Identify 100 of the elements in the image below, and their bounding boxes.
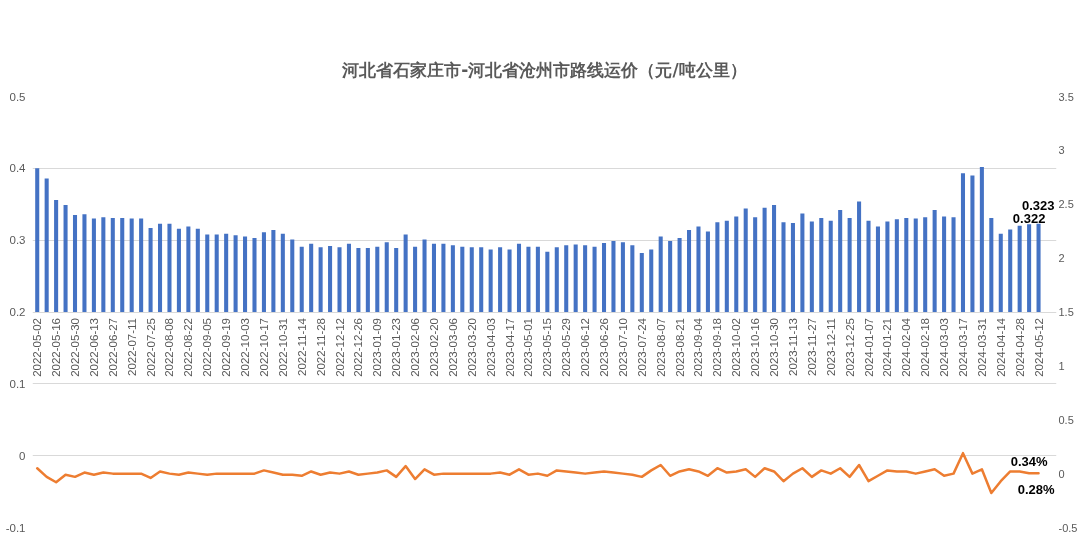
y2-tick-label: 3.5 (1058, 90, 1074, 103)
bar (668, 240, 673, 312)
bar (564, 245, 569, 312)
x-tick-label: 2022-05-30 (69, 318, 82, 377)
bar (790, 222, 795, 312)
x-tick-label: 2022-11-28 (314, 317, 327, 376)
x-tick-label: 2022-05-16 (50, 318, 63, 377)
x-tick-label: 2024-01-21 (881, 318, 894, 377)
bar (224, 233, 229, 312)
x-tick-label: 2022-11-14 (295, 317, 308, 376)
x-tick-label: 2024-04-28 (1013, 318, 1026, 377)
bar (176, 228, 181, 312)
bar (545, 251, 550, 312)
bar (337, 247, 342, 312)
bar (809, 221, 814, 312)
bar (299, 246, 304, 312)
bar (639, 253, 644, 312)
bar (120, 217, 125, 312)
y-tick-label: 0 (19, 449, 26, 462)
bar (413, 246, 418, 312)
y2-tick-label: 3 (1058, 144, 1065, 157)
x-tick-label: 2023-11-27 (805, 317, 818, 376)
bar (819, 217, 824, 312)
chart-title: 河北省石家庄市-河北省沧州市路线运价（元/吨公里） (341, 59, 747, 80)
x-tick-label: 2024-03-17 (956, 318, 969, 377)
data-label: 0.34% (1010, 454, 1048, 470)
x-tick-label: 2023-10-02 (730, 318, 743, 377)
bar (82, 214, 87, 312)
bar (960, 173, 966, 312)
bar (932, 210, 937, 312)
x-tick-label: 2022-07-25 (144, 318, 157, 377)
x-tick-label: 2022-10-03 (239, 318, 252, 377)
bar (290, 239, 295, 312)
bar (167, 223, 172, 312)
x-tick-label: 2023-09-04 (692, 317, 705, 377)
x-tick-label: 2023-04-17 (503, 318, 516, 377)
bar (394, 248, 399, 312)
bar (885, 221, 890, 312)
x-tick-label: 2022-08-08 (163, 318, 176, 377)
bar (365, 248, 370, 312)
x-tick-label: 2023-01-09 (371, 318, 384, 377)
bar (913, 218, 918, 312)
bar (469, 247, 474, 312)
bar (601, 243, 607, 312)
x-tick-label: 2023-06-12 (579, 318, 592, 377)
x-tick-label: 2023-12-25 (843, 318, 856, 377)
bar (507, 249, 512, 312)
y-tick-label: 0.3 (9, 234, 26, 247)
bar (72, 215, 78, 312)
x-tick-label: 2023-02-20 (427, 318, 440, 377)
bar (195, 228, 200, 312)
bar (620, 242, 625, 312)
bar (1036, 223, 1041, 312)
data-label: 0.28% (1017, 482, 1055, 498)
x-tick-label: 2022-12-26 (352, 318, 365, 377)
bar (422, 239, 427, 312)
x-tick-label: 2023-07-24 (635, 317, 648, 377)
x-tick-label: 2023-08-07 (654, 318, 667, 377)
bar (734, 216, 739, 312)
bar (1027, 224, 1032, 312)
bar (346, 243, 351, 312)
bar (904, 217, 909, 312)
x-tick-label: 2024-02-04 (900, 317, 913, 377)
bar (535, 246, 540, 312)
x-tick-label: 2022-09-19 (220, 318, 233, 377)
x-tick-label: 2022-06-27 (106, 318, 119, 377)
x-tick-label: 2023-05-29 (560, 318, 573, 377)
x-tick-label: 2022-12-12 (333, 318, 346, 377)
bar (1017, 225, 1022, 312)
bar (318, 247, 323, 312)
bar (857, 201, 862, 312)
x-tick-label: 2022-10-17 (257, 318, 270, 377)
bar (516, 243, 522, 312)
bar (630, 245, 635, 312)
bar (923, 217, 928, 312)
y-tick-label: 0.4 (9, 162, 27, 175)
x-tick-label: 2022-06-13 (87, 318, 100, 377)
bar (233, 235, 238, 312)
bar (1008, 229, 1013, 312)
y2-tick-label: -0.5 (1058, 521, 1078, 534)
y2-tick-label: 1 (1058, 359, 1065, 372)
bar (942, 216, 947, 312)
bar (158, 223, 163, 312)
bar (753, 217, 758, 312)
bar (724, 220, 729, 312)
bar (894, 219, 899, 312)
y-tick-label: 0.1 (9, 377, 26, 390)
bar (828, 220, 833, 312)
x-tick-label: 2024-03-31 (975, 318, 988, 377)
bar (35, 168, 40, 312)
x-tick-label: 2024-04-14 (994, 317, 1007, 377)
bar (431, 243, 437, 312)
y2-tick-label: 2.5 (1058, 198, 1074, 211)
x-tick-label: 2024-02-18 (919, 318, 932, 377)
bar (743, 208, 748, 312)
y2-tick-label: 1.5 (1058, 306, 1074, 318)
y2-tick-label: 2 (1058, 252, 1065, 265)
bar (243, 236, 248, 312)
y-tick-label: -0.1 (5, 521, 26, 534)
bar (696, 226, 701, 312)
